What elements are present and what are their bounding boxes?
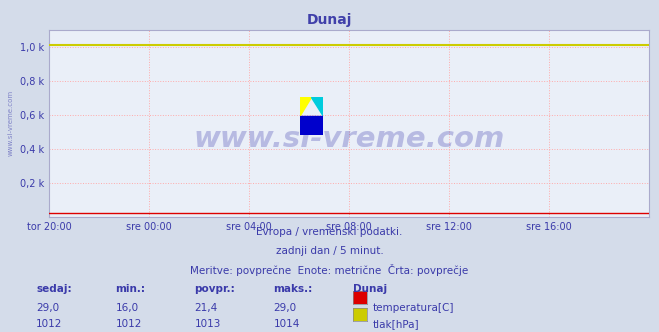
Text: temperatura[C]: temperatura[C]: [372, 303, 454, 313]
Text: min.:: min.:: [115, 284, 146, 294]
Text: Evropa / vremenski podatki.: Evropa / vremenski podatki.: [256, 227, 403, 237]
Text: 1012: 1012: [115, 319, 142, 329]
Text: 21,4: 21,4: [194, 303, 217, 313]
Text: zadnji dan / 5 minut.: zadnji dan / 5 minut.: [275, 246, 384, 256]
Text: 1012: 1012: [36, 319, 63, 329]
Text: 29,0: 29,0: [273, 303, 297, 313]
Text: 1014: 1014: [273, 319, 300, 329]
Text: tlak[hPa]: tlak[hPa]: [372, 319, 419, 329]
Text: maks.:: maks.:: [273, 284, 313, 294]
Text: 16,0: 16,0: [115, 303, 138, 313]
Text: www.si-vreme.com: www.si-vreme.com: [194, 125, 505, 153]
Text: 29,0: 29,0: [36, 303, 59, 313]
Text: Dunaj: Dunaj: [307, 13, 352, 27]
Text: povpr.:: povpr.:: [194, 284, 235, 294]
Text: 1013: 1013: [194, 319, 221, 329]
Text: sedaj:: sedaj:: [36, 284, 72, 294]
Text: Meritve: povprečne  Enote: metrične  Črta: povprečje: Meritve: povprečne Enote: metrične Črta:…: [190, 264, 469, 276]
Text: www.si-vreme.com: www.si-vreme.com: [8, 90, 14, 156]
Text: Dunaj: Dunaj: [353, 284, 387, 294]
